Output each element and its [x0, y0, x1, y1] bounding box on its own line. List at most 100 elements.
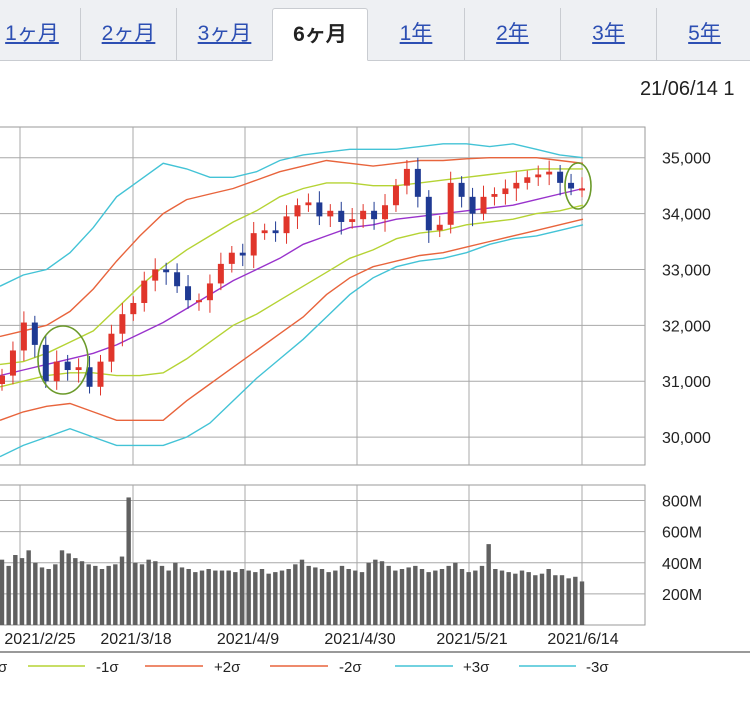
candle-body [371, 210, 378, 220]
volume-bar [133, 562, 138, 625]
candle-body [392, 185, 399, 206]
tab-2[interactable]: 3ヶ月 [176, 8, 272, 60]
volume-bar [93, 565, 98, 625]
candle-body [217, 263, 224, 284]
candle-body [294, 205, 301, 217]
candle-body [338, 210, 345, 222]
volume-bar [326, 572, 331, 625]
volume-bar [166, 570, 171, 625]
tab-4[interactable]: 1年 [399, 22, 433, 45]
candle-body [283, 216, 290, 234]
volume-bar [433, 570, 438, 625]
volume-bar [139, 564, 145, 625]
tab-1[interactable]: 2ヶ月 [80, 8, 176, 60]
candle-body [86, 367, 93, 387]
volume-bar [353, 570, 358, 625]
candle-body [250, 233, 257, 256]
volume-bar [106, 565, 111, 625]
candle-body [382, 205, 389, 220]
volume-bar [233, 572, 238, 625]
volume-bar [426, 572, 431, 625]
candle-body [64, 361, 71, 371]
candle-body [546, 171, 553, 175]
price-y-tick: 32,000 [662, 318, 711, 335]
volume-bar [313, 567, 318, 625]
candle-body [305, 202, 312, 206]
candle-body [9, 350, 16, 376]
volume-bar [379, 561, 385, 625]
volume-bar [486, 544, 491, 625]
candle-body [130, 302, 137, 315]
x-tick-label: 2021/4/30 [324, 631, 395, 648]
x-tick-label: 2021/4/9 [217, 631, 279, 648]
volume-bar [73, 558, 78, 625]
band-minus1-line [0, 204, 584, 388]
tab-7[interactable]: 5年 [656, 8, 750, 60]
candle-body [316, 202, 323, 217]
volume-bar [386, 565, 391, 625]
volume-bar [99, 569, 105, 625]
volume-bar [439, 569, 445, 625]
price-y-tick: 33,000 [662, 262, 711, 279]
candle-body [272, 230, 279, 234]
candle-body [31, 322, 38, 345]
candle-body [163, 269, 170, 273]
candle-body [414, 168, 421, 197]
volume-bar [413, 565, 418, 625]
volume-y-tick: 200M [662, 587, 702, 604]
volume-bar [39, 567, 45, 625]
volume-bar [26, 550, 31, 625]
volume-bar [566, 578, 571, 625]
tab-6[interactable]: 3年 [560, 8, 656, 60]
candle-body [75, 367, 82, 371]
candle-body [360, 210, 367, 220]
volume-bar [59, 550, 65, 625]
highlight-circle-left [37, 325, 89, 395]
volume-bar [146, 559, 151, 625]
volume-bar [33, 562, 38, 625]
band-plus1-line [0, 168, 583, 366]
candle-body [469, 196, 476, 214]
candle-body [152, 269, 159, 281]
candle-body [228, 252, 235, 264]
volume-bar [526, 572, 531, 625]
volume-bar [79, 561, 85, 625]
legend-label-3: -2σ [339, 659, 362, 676]
candle-body [327, 210, 334, 217]
volume-bar [459, 569, 465, 625]
volume-bar [259, 569, 265, 625]
volume-bar [419, 569, 425, 625]
highlight-circle-right [564, 162, 592, 210]
volume-bar [479, 565, 485, 625]
volume-bar [266, 573, 271, 625]
candle-body [20, 322, 27, 351]
candle-body [524, 177, 531, 183]
volume-bar [559, 575, 565, 625]
volume-bar [6, 565, 11, 625]
volume-bar [126, 497, 131, 625]
volume-bar [493, 569, 498, 625]
band-plus2-line [0, 157, 584, 338]
volume-bar [19, 558, 25, 625]
candle-body [579, 188, 585, 191]
volume-bar [473, 570, 478, 625]
legend-label-4: +3σ [463, 659, 490, 676]
tab-5[interactable]: 2年 [464, 8, 560, 60]
volume-bar [553, 575, 558, 625]
volume-bar [273, 572, 278, 625]
volume-bar [406, 567, 411, 625]
tab-0[interactable]: 1ヶ月 [5, 22, 59, 45]
band-minus2-line [0, 218, 584, 421]
candle-body [513, 182, 520, 189]
volume-bar [159, 565, 165, 625]
price-y-tick: 30,000 [662, 430, 711, 447]
volume-bar [346, 569, 351, 625]
volume-bar [539, 573, 545, 625]
candle-body [108, 333, 115, 362]
volume-bar [199, 570, 205, 625]
volume-bar [506, 572, 511, 625]
tab-3[interactable]: 6ヶ月 [272, 8, 368, 61]
candle-body [480, 196, 487, 214]
x-tick-label: 2021/6/14 [547, 631, 618, 648]
